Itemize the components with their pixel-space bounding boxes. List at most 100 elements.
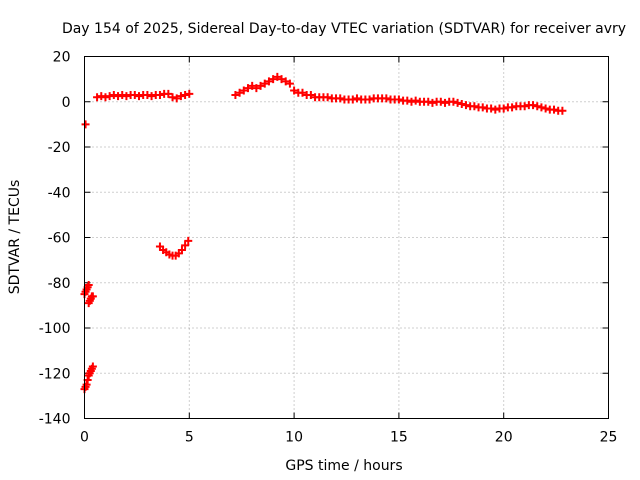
x-tick-label: 15: [390, 430, 408, 446]
series-mid-dip: [155, 236, 193, 260]
grid-lines: [84, 56, 609, 419]
data-point: [81, 120, 90, 129]
plot-frame: [84, 56, 609, 419]
y-tick-label: -140: [39, 412, 71, 428]
data-point: [365, 95, 374, 104]
data-point: [323, 93, 332, 102]
x-tick-label: 0: [80, 430, 89, 446]
data-point: [97, 92, 106, 101]
series-afternoon-level: [231, 72, 403, 104]
data-point: [298, 88, 307, 97]
data-point: [285, 79, 294, 88]
data-point: [181, 90, 190, 99]
data-point: [541, 104, 550, 113]
y-tick-label: -100: [39, 321, 71, 337]
data-point: [101, 93, 110, 102]
x-tick-label: 25: [600, 430, 618, 446]
data-point: [252, 84, 261, 93]
data-point: [260, 79, 269, 88]
series-start-point: [81, 120, 90, 129]
data-point: [122, 92, 131, 101]
data-point: [256, 81, 265, 90]
y-tick-label: 20: [53, 50, 71, 66]
series-evening-level: [399, 96, 567, 115]
data-point: [457, 100, 466, 109]
x-tick-label: 10: [285, 430, 303, 446]
data-point: [281, 77, 290, 86]
data-point: [155, 90, 164, 99]
y-tick-label: -120: [39, 366, 71, 382]
data-point: [348, 95, 357, 104]
data-point: [520, 102, 529, 111]
data-point: [411, 96, 420, 105]
series-early-low-c: [84, 292, 97, 308]
y-tick-label: -60: [48, 231, 71, 247]
data-point: [88, 362, 97, 371]
data-point: [176, 92, 185, 101]
data-point: [88, 292, 97, 301]
data-point: [269, 75, 278, 84]
data-point: [537, 103, 546, 112]
data-point: [134, 92, 143, 101]
data-point: [184, 236, 193, 245]
data-point: [336, 94, 345, 103]
data-point: [172, 94, 181, 103]
data-point: [248, 81, 257, 90]
data-point: [181, 241, 190, 250]
data-point: [550, 105, 559, 114]
data-point: [84, 281, 93, 290]
x-tick-labels: 0 5 10 15 20 25: [80, 430, 617, 446]
data-point: [533, 102, 542, 111]
data-point: [277, 75, 286, 84]
data-point: [449, 97, 458, 106]
data-point: [243, 84, 252, 93]
series-early-low-a: [80, 362, 97, 394]
data-point: [487, 104, 496, 113]
data-point: [306, 90, 315, 99]
data-point: [558, 106, 567, 115]
data-point: [177, 245, 186, 254]
data-point: [441, 98, 450, 107]
y-tick-labels: 20 0 -20 -40 -60 -80 -100 -120 -140: [39, 50, 71, 428]
data-point: [529, 101, 538, 110]
data-point: [407, 97, 416, 106]
y-tick-label: -20: [48, 140, 71, 156]
axis-ticks: [84, 56, 609, 419]
data-points: [80, 72, 567, 394]
data-point: [403, 96, 412, 105]
series-morning-level: [93, 89, 194, 103]
data-point: [470, 102, 479, 111]
data-point: [453, 98, 462, 107]
data-point: [428, 98, 437, 107]
data-point: [478, 103, 487, 112]
data-point: [290, 86, 299, 95]
x-axis-label: GPS time / hours: [285, 458, 402, 474]
data-point: [93, 93, 102, 102]
data-point: [235, 88, 244, 97]
data-point: [436, 97, 445, 106]
data-point: [147, 92, 156, 101]
data-point: [239, 86, 248, 95]
data-point: [264, 77, 273, 86]
data-point: [185, 89, 194, 98]
data-point: [130, 90, 139, 99]
data-point: [118, 90, 127, 99]
data-point: [82, 380, 91, 389]
data-point: [164, 89, 173, 98]
data-point: [352, 94, 361, 103]
data-point: [382, 94, 391, 103]
x-tick-label: 5: [185, 430, 194, 446]
data-point: [168, 93, 177, 102]
data-point: [273, 72, 282, 81]
y-tick-label: -40: [48, 185, 71, 201]
data-point: [461, 101, 470, 110]
data-point: [424, 97, 433, 106]
y-tick-label: -80: [48, 276, 71, 292]
data-point: [499, 104, 508, 113]
chart-title: Day 154 of 2025, Sidereal Day-to-day VTE…: [62, 21, 626, 37]
data-point: [231, 90, 240, 99]
data-point: [491, 105, 500, 114]
x-tick-label: 20: [495, 430, 513, 446]
data-point: [105, 92, 114, 101]
